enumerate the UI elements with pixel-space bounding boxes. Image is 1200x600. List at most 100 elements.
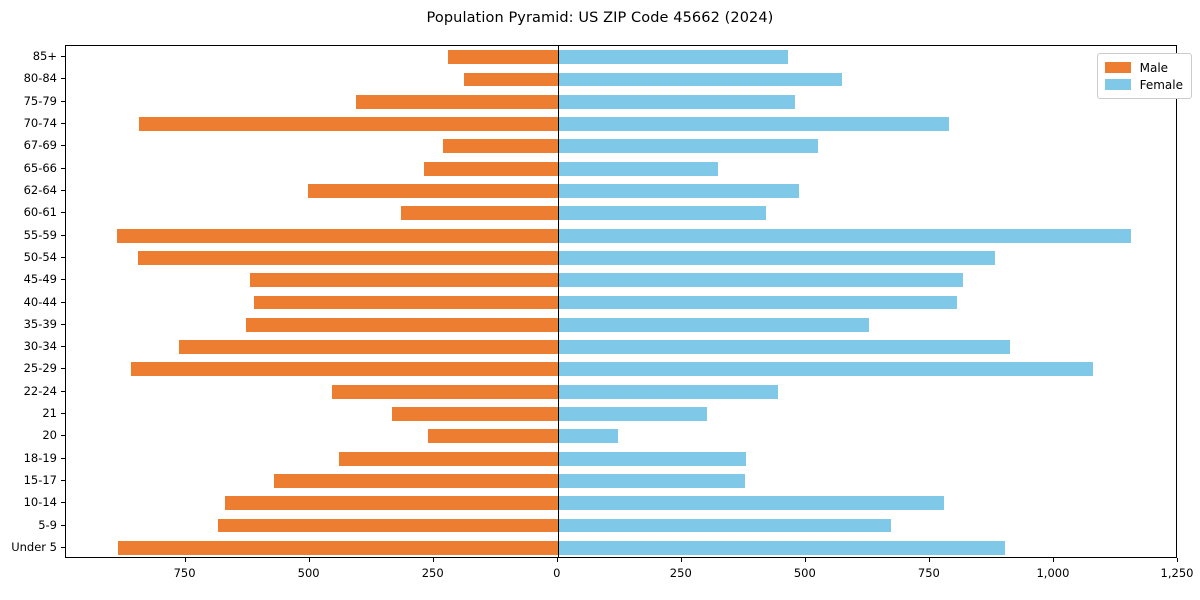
legend[interactable]: Male Female [1096,53,1192,99]
y-tick-label: 10-14 [23,495,57,510]
y-tick-mark [61,167,65,169]
bar-female[interactable] [557,362,1094,377]
bar-male[interactable] [246,317,558,332]
bar-male[interactable] [308,184,558,198]
bar-male[interactable] [253,295,558,310]
bar-male[interactable] [448,50,558,65]
bar-female[interactable] [557,340,1010,355]
y-tick-label: 80-84 [23,71,57,86]
bar-row [66,161,1176,176]
x-tick-mark [308,558,310,562]
bar-female[interactable] [557,384,778,399]
bar-male[interactable] [217,518,558,533]
y-tick-mark [61,145,65,147]
bar-female[interactable] [557,407,708,421]
y-tick-mark [61,479,65,481]
bar-male[interactable] [463,72,558,87]
bar-row [66,206,1176,221]
bar-female[interactable] [557,540,1005,555]
x-tick-mark [1177,558,1178,562]
bar-male[interactable] [442,139,558,154]
y-tick-label: 22-24 [23,383,57,398]
bar-male[interactable] [117,228,558,243]
legend-entry[interactable]: Male [1104,59,1183,76]
bar-female[interactable] [557,429,619,444]
y-tick-mark [61,457,65,459]
bar-male[interactable] [118,540,558,555]
bar-row [66,540,1176,555]
y-tick-mark [61,368,65,370]
bar-male[interactable] [427,429,558,444]
bar-male[interactable] [224,496,558,511]
bar-row [66,429,1176,444]
bar-row [66,228,1176,243]
bar-female[interactable] [557,117,950,131]
y-tick-label: 55-59 [23,227,57,242]
bar-row [66,50,1176,65]
bar-male[interactable] [178,340,558,355]
bar-row [66,407,1176,421]
bar-row [66,184,1176,198]
bar-male[interactable] [273,474,558,488]
bar-female[interactable] [557,295,958,310]
bar-male[interactable] [392,407,558,421]
bar-row [66,139,1176,154]
bar-row [66,250,1176,265]
bar-row [66,474,1176,488]
y-tick-label: 20 [42,428,57,443]
bar-male[interactable] [401,206,558,221]
legend-swatch-male [1104,62,1131,73]
legend-entry[interactable]: Female [1104,76,1183,93]
x-tick-label: 750 [173,566,196,580]
y-tick-mark [61,279,65,281]
zero-axis-line [557,46,559,557]
bar-row [66,273,1176,288]
bar-male[interactable] [138,250,558,265]
y-tick-label: 35-39 [23,316,57,331]
x-tick-label: 250 [669,566,692,580]
bar-row [66,451,1176,466]
bar-female[interactable] [557,94,795,109]
bar-male[interactable] [250,273,558,288]
bar-female[interactable] [557,250,995,265]
bar-male[interactable] [356,94,558,109]
bar-female[interactable] [557,184,800,198]
y-tick-mark [61,234,65,236]
bar-female[interactable] [557,161,718,176]
legend-swatch-female [1104,79,1131,90]
bar-male[interactable] [423,161,558,176]
bar-female[interactable] [557,228,1132,243]
x-tick-mark [680,558,682,562]
bar-row [66,72,1176,87]
bar-male[interactable] [131,362,558,377]
bar-female[interactable] [557,518,891,533]
bar-row [66,295,1176,310]
y-tick-mark [61,413,65,415]
y-tick-mark [61,524,65,526]
y-tick-mark [61,100,65,102]
bar-male[interactable] [339,451,558,466]
y-tick-label: 45-49 [23,272,57,287]
bar-female[interactable] [557,139,818,154]
bar-male[interactable] [331,384,558,399]
bar-female[interactable] [557,474,746,488]
x-tick-mark [184,558,186,562]
y-tick-mark [61,346,65,348]
y-tick-mark [61,323,65,325]
bar-row [66,496,1176,511]
bar-row [66,340,1176,355]
bar-female[interactable] [557,496,945,511]
bar-female[interactable] [557,72,842,87]
x-tick-label: 0 [553,566,561,580]
y-tick-label: 21 [42,406,57,421]
bar-male[interactable] [139,117,558,131]
bar-row [66,117,1176,131]
bar-female[interactable] [557,50,788,65]
bar-row [66,317,1176,332]
bar-female[interactable] [557,273,964,288]
bar-female[interactable] [557,317,870,332]
x-tick-label: 1,250 [1160,566,1194,580]
bar-female[interactable] [557,206,767,221]
y-tick-mark [61,123,65,125]
bar-female[interactable] [557,451,747,466]
